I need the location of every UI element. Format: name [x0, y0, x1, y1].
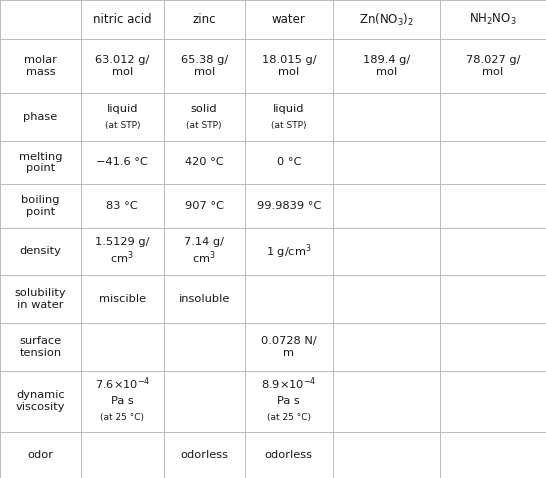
Text: boiling
point: boiling point	[21, 195, 60, 217]
Text: −41.6 °C: −41.6 °C	[96, 157, 149, 167]
Text: 0 °C: 0 °C	[277, 157, 301, 167]
Text: nitric acid: nitric acid	[93, 13, 152, 26]
Text: insoluble: insoluble	[179, 294, 230, 304]
Text: 0.0728 N/
m: 0.0728 N/ m	[261, 336, 317, 358]
Text: 7.14 g/
cm$^3$: 7.14 g/ cm$^3$	[184, 237, 224, 266]
Text: 63.012 g/
mol: 63.012 g/ mol	[95, 55, 150, 77]
Text: NH$_2$NO$_3$: NH$_2$NO$_3$	[469, 12, 517, 27]
Text: 907 °C: 907 °C	[185, 201, 224, 211]
Text: dynamic
viscosity: dynamic viscosity	[16, 390, 65, 412]
Text: 8.9×10$^{-4}$: 8.9×10$^{-4}$	[261, 375, 317, 392]
Text: odorless: odorless	[180, 450, 228, 460]
Text: water: water	[272, 13, 306, 26]
Text: (at STP): (at STP)	[186, 120, 222, 130]
Text: (at 25 °C): (at 25 °C)	[100, 413, 144, 422]
Text: 18.015 g/
mol: 18.015 g/ mol	[262, 55, 316, 77]
Text: phase: phase	[23, 112, 57, 122]
Text: 1.5129 g/
cm$^3$: 1.5129 g/ cm$^3$	[95, 237, 150, 266]
Text: 189.4 g/
mol: 189.4 g/ mol	[363, 55, 410, 77]
Text: odorless: odorless	[265, 450, 313, 460]
Text: liquid: liquid	[273, 104, 305, 114]
Text: 1 g/cm$^3$: 1 g/cm$^3$	[266, 242, 312, 261]
Text: solid: solid	[191, 104, 217, 114]
Text: 78.027 g/
mol: 78.027 g/ mol	[466, 55, 520, 77]
Text: (at STP): (at STP)	[104, 120, 140, 130]
Text: Pa s: Pa s	[111, 396, 134, 406]
Text: zinc: zinc	[192, 13, 216, 26]
Text: surface
tension: surface tension	[19, 336, 62, 358]
Text: molar
mass: molar mass	[24, 55, 57, 77]
Text: liquid: liquid	[106, 104, 138, 114]
Text: 99.9839 °C: 99.9839 °C	[257, 201, 321, 211]
Text: (at 25 °C): (at 25 °C)	[267, 413, 311, 422]
Text: melting
point: melting point	[19, 152, 62, 173]
Text: Pa s: Pa s	[277, 396, 300, 406]
Text: 83 °C: 83 °C	[106, 201, 138, 211]
Text: odor: odor	[27, 450, 54, 460]
Text: solubility
in water: solubility in water	[15, 288, 66, 310]
Text: 7.6×10$^{-4}$: 7.6×10$^{-4}$	[94, 375, 150, 392]
Text: Zn(NO$_3$)$_2$: Zn(NO$_3$)$_2$	[359, 11, 414, 28]
Text: 65.38 g/
mol: 65.38 g/ mol	[181, 55, 228, 77]
Text: miscible: miscible	[99, 294, 146, 304]
Text: 420 °C: 420 °C	[185, 157, 223, 167]
Text: density: density	[20, 247, 61, 257]
Text: (at STP): (at STP)	[271, 120, 307, 130]
